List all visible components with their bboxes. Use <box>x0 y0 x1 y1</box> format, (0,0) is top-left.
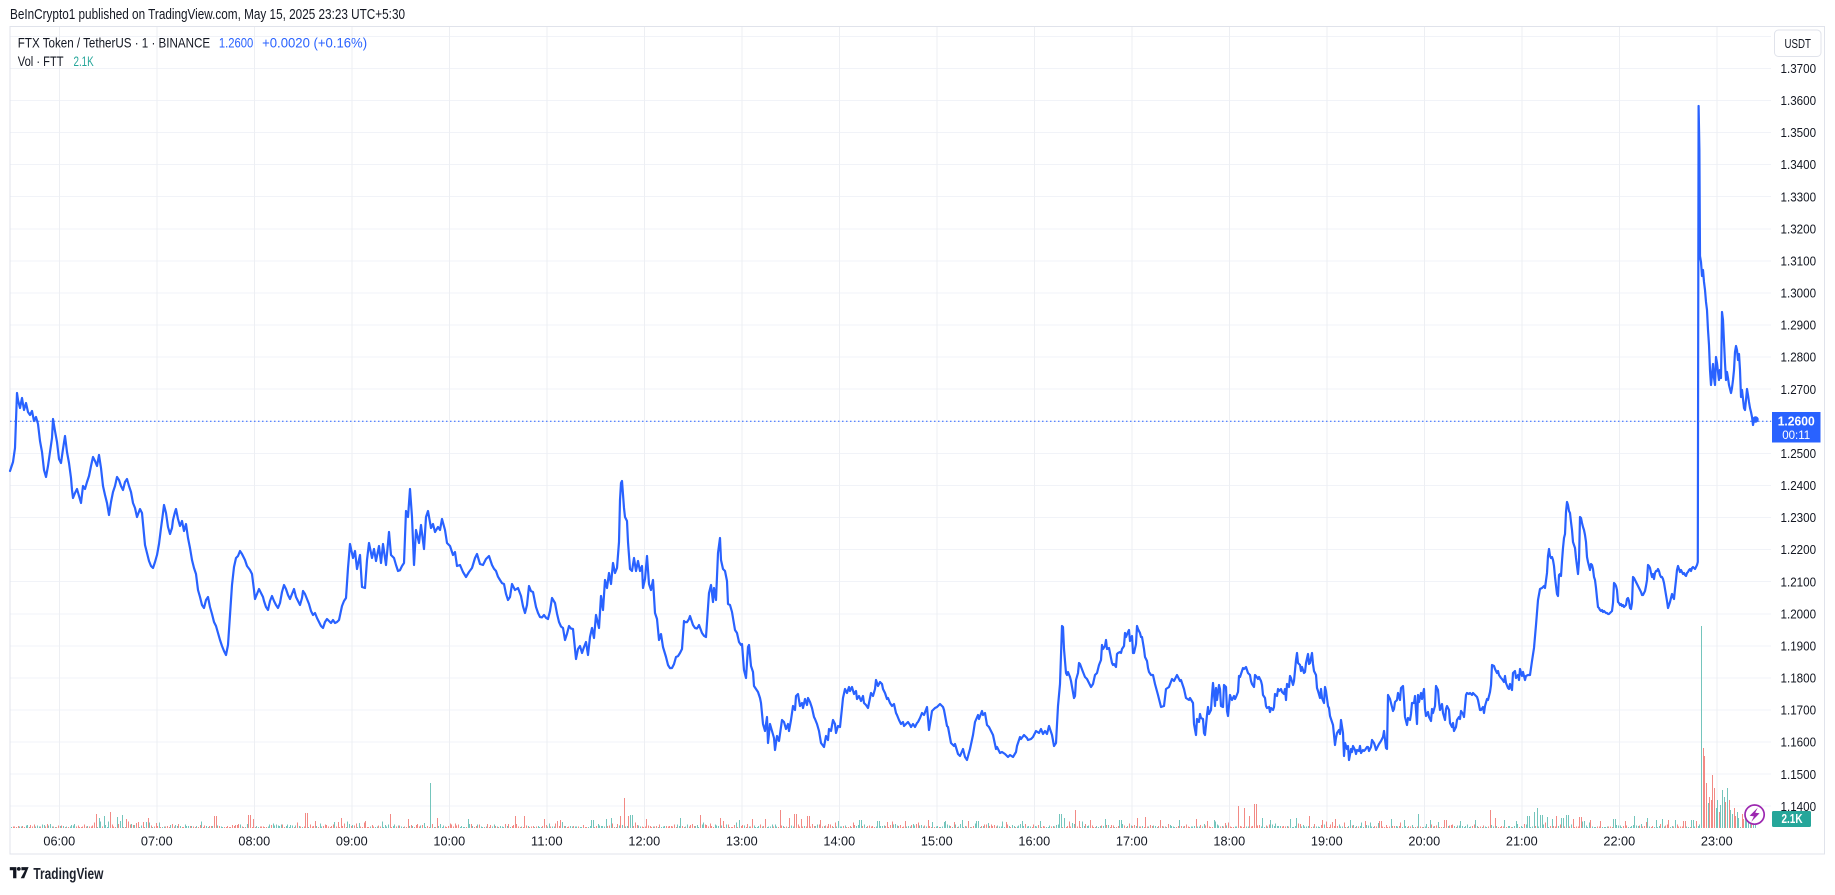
svg-text:1.2200: 1.2200 <box>1781 542 1817 557</box>
svg-text:1.2900: 1.2900 <box>1781 318 1817 333</box>
svg-text:1.3100: 1.3100 <box>1781 254 1817 269</box>
svg-text:1.3600: 1.3600 <box>1781 93 1817 108</box>
svg-text:1.3500: 1.3500 <box>1781 125 1817 140</box>
svg-text:06:00: 06:00 <box>43 834 75 849</box>
svg-text:1.1700: 1.1700 <box>1781 703 1817 718</box>
svg-text:BeInCrypto1 published on Tradi: BeInCrypto1 published on TradingView.com… <box>10 7 405 23</box>
svg-text:1.2600: 1.2600 <box>219 35 254 51</box>
svg-text:2.1K: 2.1K <box>1782 811 1803 826</box>
svg-text:1.2000: 1.2000 <box>1781 606 1817 621</box>
svg-text:Vol · FTT: Vol · FTT <box>18 53 64 69</box>
svg-text:00:11: 00:11 <box>1782 428 1810 442</box>
svg-text:1.2100: 1.2100 <box>1781 574 1817 589</box>
svg-text:USDT: USDT <box>1785 36 1811 51</box>
svg-text:2.1K: 2.1K <box>74 53 95 69</box>
svg-text:1.1900: 1.1900 <box>1781 638 1817 653</box>
svg-text:15:00: 15:00 <box>921 834 953 849</box>
svg-text:1.3200: 1.3200 <box>1781 221 1817 236</box>
svg-text:1.2500: 1.2500 <box>1781 446 1817 461</box>
svg-text:16:00: 16:00 <box>1018 834 1050 849</box>
svg-text:1.3400: 1.3400 <box>1781 157 1817 172</box>
svg-text:1.1600: 1.1600 <box>1781 735 1817 750</box>
svg-text:17:00: 17:00 <box>1116 834 1148 849</box>
svg-text:23:00: 23:00 <box>1701 834 1733 849</box>
svg-text:08:00: 08:00 <box>238 834 270 849</box>
svg-text:1.1500: 1.1500 <box>1781 767 1817 782</box>
svg-text:20:00: 20:00 <box>1408 834 1440 849</box>
svg-text:1.2700: 1.2700 <box>1781 382 1817 397</box>
svg-text:12:00: 12:00 <box>628 834 660 849</box>
svg-text:1.2300: 1.2300 <box>1781 510 1817 525</box>
svg-text:FTX Token / TetherUS · 1 · BIN: FTX Token / TetherUS · 1 · BINANCE <box>18 35 210 51</box>
svg-text:1.1400: 1.1400 <box>1781 799 1817 814</box>
svg-text:14:00: 14:00 <box>823 834 855 849</box>
svg-text:22:00: 22:00 <box>1603 834 1635 849</box>
svg-text:1.3300: 1.3300 <box>1781 189 1817 204</box>
svg-text:TradingView: TradingView <box>33 866 103 883</box>
svg-text:1.1800: 1.1800 <box>1781 671 1817 686</box>
svg-text:1.2400: 1.2400 <box>1781 478 1817 493</box>
svg-text:1.2800: 1.2800 <box>1781 350 1817 365</box>
svg-text:07:00: 07:00 <box>141 834 173 849</box>
svg-text:11:00: 11:00 <box>531 834 563 849</box>
svg-text:19:00: 19:00 <box>1311 834 1343 849</box>
svg-text:1.3700: 1.3700 <box>1781 61 1817 76</box>
svg-text:10:00: 10:00 <box>433 834 465 849</box>
svg-text:+0.0020 (+0.16%): +0.0020 (+0.16%) <box>262 35 367 51</box>
svg-text:09:00: 09:00 <box>336 834 368 849</box>
svg-text:1.2600: 1.2600 <box>1778 413 1815 428</box>
svg-text:13:00: 13:00 <box>726 834 758 849</box>
svg-text:18:00: 18:00 <box>1213 834 1245 849</box>
svg-text:1.3000: 1.3000 <box>1781 286 1817 301</box>
svg-text:21:00: 21:00 <box>1506 834 1538 849</box>
